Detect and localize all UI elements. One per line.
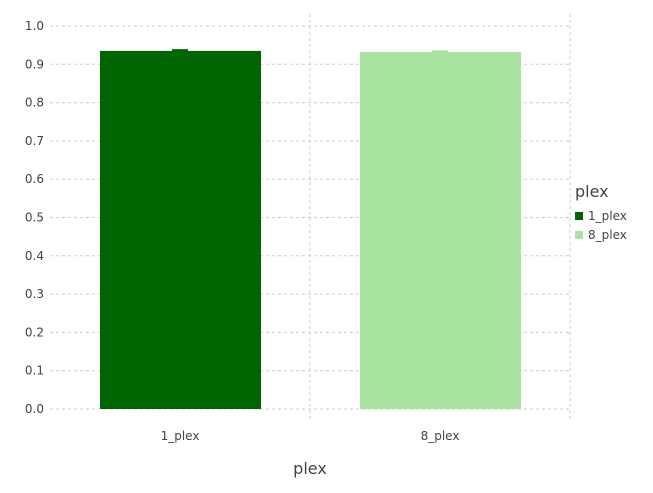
bar [360, 52, 521, 409]
x-tick-label: 1_plex [161, 429, 200, 443]
y-tick-label: 0.7 [25, 134, 44, 148]
y-tick-label: 0.8 [25, 96, 44, 110]
x-axis-label: plex [293, 459, 327, 478]
y-tick-label: 0.2 [25, 325, 44, 339]
y-tick-label: 0.6 [25, 172, 44, 186]
legend-title: plex [575, 182, 609, 201]
y-tick-label: 0.3 [25, 287, 44, 301]
y-tick-label: 1.0 [25, 19, 44, 33]
legend-label: 1_plex [588, 209, 627, 223]
y-tick-label: 0.4 [25, 249, 44, 263]
legend-label: 8_plex [588, 228, 627, 242]
legend-swatch [575, 231, 583, 239]
y-tick-label: 0.5 [25, 211, 44, 225]
y-tick-label: 0.9 [25, 57, 44, 71]
legend-swatch [575, 212, 583, 220]
y-tick-label: 0.1 [25, 364, 44, 378]
bar [100, 50, 261, 410]
x-tick-label: 8_plex [421, 429, 460, 443]
y-tick-label: 0.0 [25, 402, 44, 416]
